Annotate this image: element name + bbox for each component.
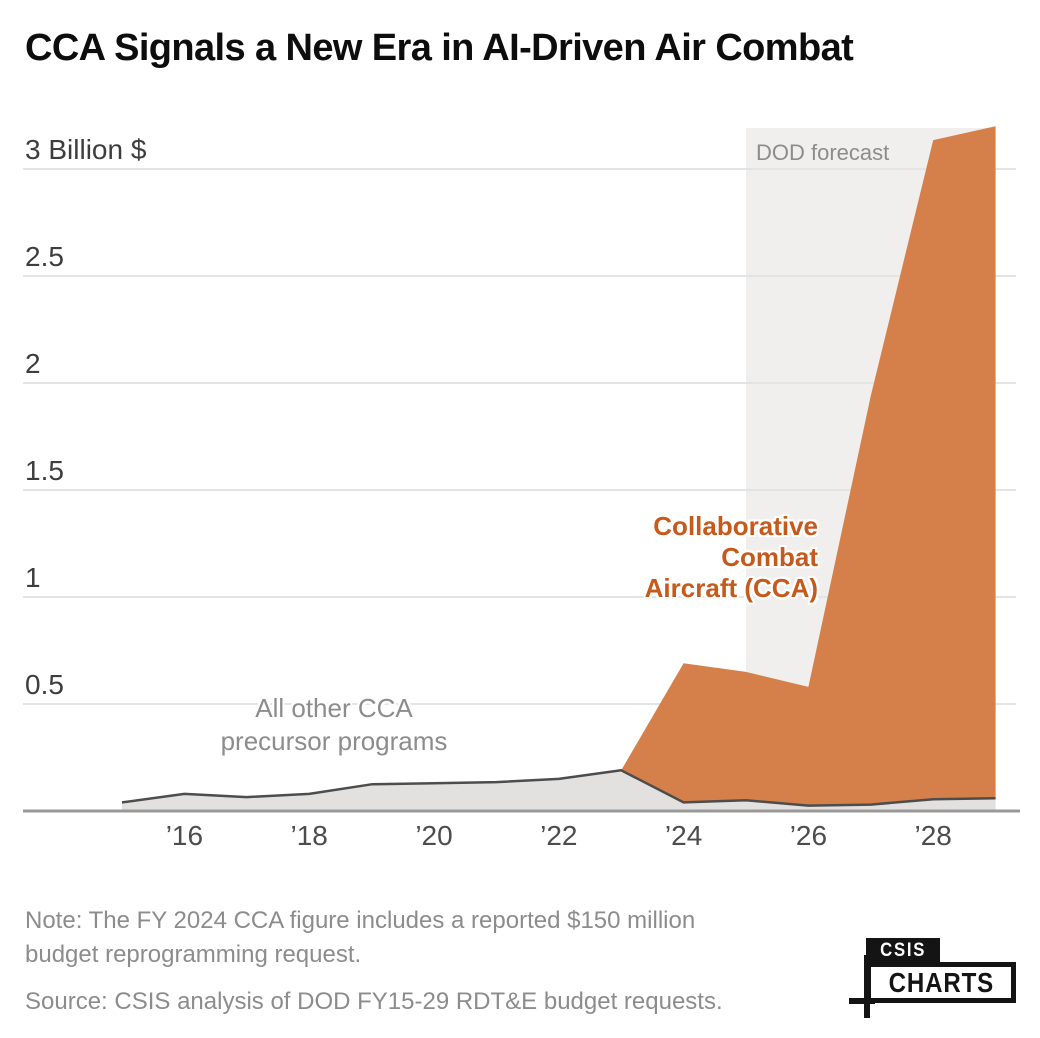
y-tick-label-0.5: 0.5 [25, 669, 64, 700]
y-tick-label-2: 2 [25, 348, 41, 379]
logo-charts-box: CHARTS [866, 962, 1016, 1003]
cca-area [621, 126, 996, 806]
forecast-region-label: DOD forecast [756, 140, 890, 165]
x-tick-label-2016: ’16 [165, 820, 204, 851]
y-tick-label-3: 3 Billion $ [25, 134, 147, 165]
cca-series-label-line3: Aircraft (CCA) [644, 573, 818, 603]
csis-charts-logo: CSIS CHARTS [846, 936, 1026, 1026]
precursor-area [122, 770, 996, 811]
precursor-series-label-line2: precursor programs [220, 726, 448, 756]
precursor-series-label: All other CCA precursor programs [221, 692, 448, 758]
source-text: Source: CSIS analysis of DOD FY15-29 RDT… [25, 988, 723, 1015]
x-tick-label-2028: ’28 [914, 820, 952, 851]
x-tick-label-2022: ’22 [540, 820, 578, 851]
note-text-line1: Note: The FY 2024 CCA figure includes a … [25, 907, 696, 934]
chart-title: CCA Signals a New Era in AI-Driven Air C… [25, 27, 854, 69]
x-tick-label-2024: ’24 [664, 820, 703, 851]
x-tick-label-2018: ’18 [290, 820, 328, 851]
x-tick-label-2026: ’26 [789, 820, 828, 851]
y-tick-label-1.5: 1.5 [25, 455, 64, 486]
precursor-series-label-line1: All other CCA [255, 693, 413, 723]
logo-charts-text: CHARTS [888, 966, 994, 998]
y-tick-label-1: 1 [25, 562, 41, 593]
logo-csis-box: CSIS [866, 938, 940, 963]
logo-horizontal-bar [849, 998, 875, 1004]
cca-series-label-line2: Combat [721, 542, 818, 572]
cca-series-label-line1: Collaborative [653, 511, 818, 541]
x-tick-label-2020: ’20 [415, 820, 453, 851]
logo-csis-text: CSIS [879, 939, 927, 961]
note-text-line2: budget reprogramming request. [25, 941, 362, 968]
precursor-boundary-line [121, 769, 996, 807]
y-tick-label-2.5: 2.5 [25, 241, 64, 272]
cca-series-label: Collaborative Combat Aircraft (CCA) [645, 511, 818, 604]
